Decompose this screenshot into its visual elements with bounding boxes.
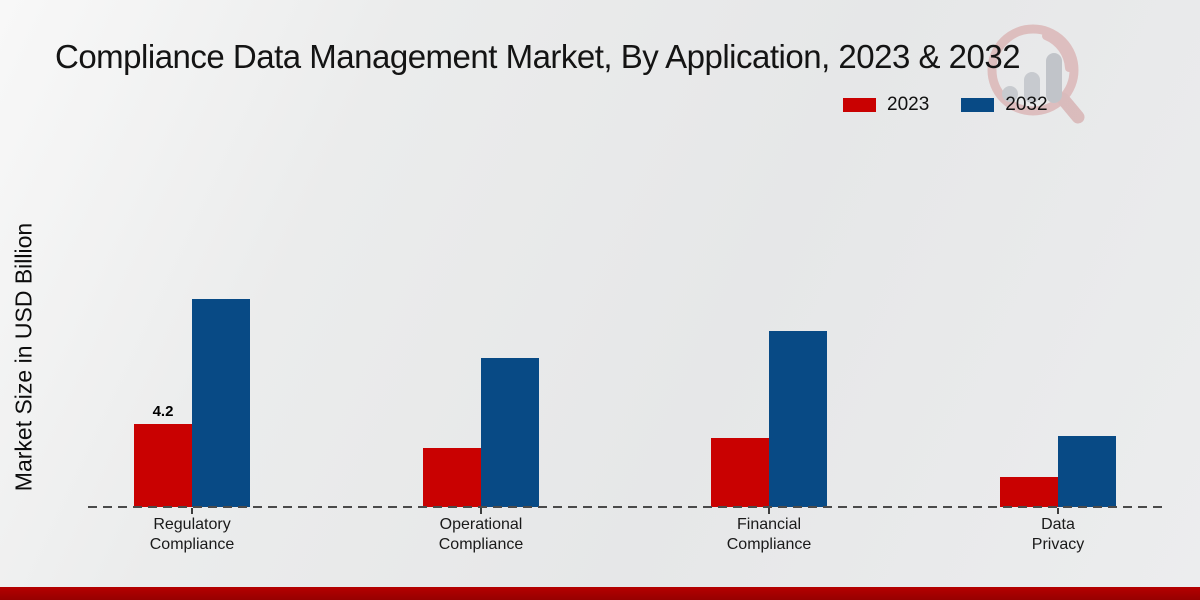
legend-label-2032: 2032 [1005,94,1048,115]
legend-item-2032: 2032 [961,94,1048,116]
bar-2032-data-privacy [1058,436,1116,507]
x-label-line: Data [1041,516,1075,533]
bar-2023-financial-compliance [711,438,769,507]
x-label-line: Privacy [1031,536,1085,553]
legend-swatch-2023 [843,98,876,112]
bar-2023-regulatory-compliance [134,424,192,507]
chart-title: Compliance Data Management Market, By Ap… [55,38,1021,75]
footer-accent-bar [0,587,1200,600]
legend-item-2023: 2023 [843,94,929,116]
x-label-line: Compliance [149,536,235,553]
magnifier-bar-chart-watermark-icon [987,24,1085,124]
x-axis-tick [480,508,482,514]
x-label-operational-compliance: Operational Compliance [391,515,571,555]
bar-2032-regulatory-compliance [192,299,250,507]
legend-label-2023: 2023 [887,94,930,115]
y-axis-label: Market Size in USD Billion [10,222,37,492]
x-label-line: Financial [736,516,802,533]
x-axis-line [88,506,1165,508]
x-label-line: Regulatory [153,516,231,533]
bar-2023-operational-compliance [423,448,481,507]
legend-swatch-2032 [961,98,995,112]
x-axis-tick [191,508,193,514]
x-label-line: Compliance [438,536,524,553]
bar-2032-operational-compliance [481,358,539,507]
x-axis-tick [768,508,770,514]
bar-value-label-4-2: 4.2 [152,403,174,420]
legend: 2023 2032 [843,94,1048,116]
x-label-financial-compliance: Financial Compliance [679,515,859,555]
x-label-line: Compliance [726,536,812,553]
x-label-data-privacy: Data Privacy [968,515,1148,555]
bar-2032-financial-compliance [769,331,827,507]
x-label-line: Operational [439,516,523,533]
x-axis-tick [1057,508,1059,514]
bar-2023-data-privacy [1000,477,1058,507]
x-label-regulatory-compliance: Regulatory Compliance [102,515,282,555]
